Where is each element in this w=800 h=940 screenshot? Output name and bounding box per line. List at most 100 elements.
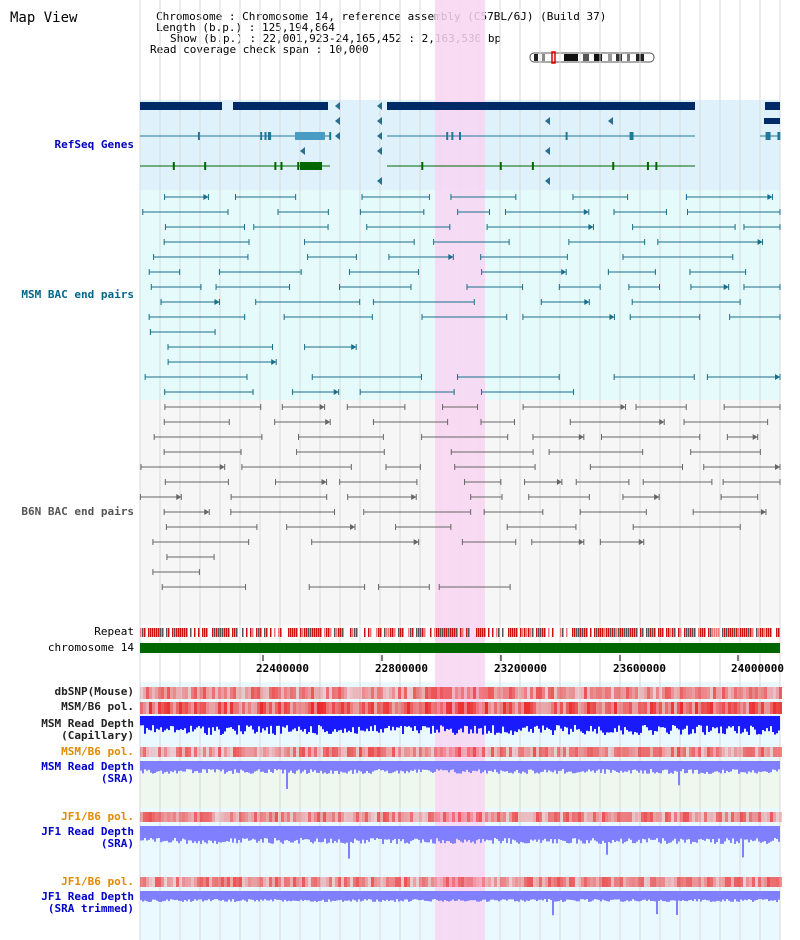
depth-bar bbox=[676, 761, 678, 772]
depth-bar bbox=[508, 716, 510, 734]
depth-bar bbox=[558, 891, 560, 902]
depth-bar bbox=[688, 761, 690, 770]
chromosome-bar[interactable] bbox=[140, 643, 780, 653]
pol-cell bbox=[470, 812, 473, 822]
repeat-mark bbox=[560, 628, 562, 637]
pol-cell bbox=[617, 747, 620, 757]
pol-cell bbox=[467, 812, 470, 822]
pol-cell bbox=[350, 812, 353, 822]
depth-bar bbox=[348, 716, 350, 731]
depth-bar bbox=[162, 761, 164, 774]
depth-bar bbox=[442, 891, 444, 902]
repeat-mark bbox=[616, 628, 618, 637]
depth-bar bbox=[206, 826, 208, 844]
depth-bar bbox=[590, 826, 592, 841]
pol-cell bbox=[746, 702, 749, 714]
depth-bar bbox=[608, 761, 610, 770]
depth-bar bbox=[282, 716, 284, 727]
depth-bar bbox=[556, 826, 558, 844]
repeat-mark bbox=[652, 628, 654, 637]
depth-bar bbox=[472, 761, 474, 771]
depth-bar bbox=[560, 761, 562, 771]
depth-bar bbox=[278, 761, 280, 770]
depth-bar bbox=[322, 891, 324, 900]
depth-bar bbox=[350, 761, 352, 771]
repeat-mark bbox=[542, 628, 544, 637]
depth-bar bbox=[742, 716, 744, 733]
depth-bar bbox=[362, 891, 364, 901]
depth-bar bbox=[714, 891, 716, 902]
depth-bar bbox=[720, 891, 722, 902]
repeat-mark bbox=[270, 628, 272, 637]
pol-cell bbox=[335, 877, 338, 887]
pol-cell bbox=[557, 687, 560, 699]
chromosome-ideogram[interactable] bbox=[528, 51, 658, 65]
depth-bar bbox=[526, 891, 528, 901]
pol-cell bbox=[287, 702, 290, 714]
depth-bar bbox=[716, 891, 718, 901]
ideogram-position-marker[interactable] bbox=[551, 51, 556, 64]
track-label-msm-b6-pol-1: MSM/B6 pol. bbox=[61, 700, 134, 713]
pol-cell bbox=[308, 702, 311, 714]
depth-bar bbox=[202, 891, 204, 902]
pol-cell bbox=[266, 747, 269, 757]
depth-bar bbox=[706, 891, 708, 901]
depth-bar bbox=[156, 891, 158, 901]
depth-bar bbox=[222, 761, 224, 770]
pol-cell bbox=[614, 747, 617, 757]
depth-bar bbox=[238, 826, 240, 841]
gene-block[interactable] bbox=[765, 102, 780, 110]
pol-cell bbox=[161, 877, 164, 887]
depth-bar bbox=[438, 716, 440, 733]
track-label-msm-bac[interactable]: MSM BAC end pairs bbox=[21, 288, 134, 301]
gene-block[interactable] bbox=[387, 102, 695, 110]
depth-bar bbox=[688, 716, 690, 735]
repeat-mark bbox=[466, 628, 468, 637]
track-label-refseq[interactable]: RefSeq Genes bbox=[54, 138, 134, 151]
pol-cell bbox=[638, 702, 641, 714]
depth-bar bbox=[352, 761, 354, 774]
pol-cell bbox=[305, 702, 308, 714]
depth-bar bbox=[232, 716, 234, 730]
depth-bar bbox=[398, 761, 400, 774]
pol-cell bbox=[734, 687, 737, 699]
pol-cell bbox=[653, 702, 656, 714]
depth-bar bbox=[518, 891, 520, 902]
highlight-region[interactable] bbox=[435, 0, 485, 940]
depth-bar bbox=[370, 716, 372, 727]
depth-bar bbox=[394, 761, 396, 772]
depth-bar bbox=[164, 761, 166, 773]
pol-cell bbox=[209, 812, 212, 822]
gene-block[interactable] bbox=[140, 102, 222, 110]
depth-bar bbox=[720, 761, 722, 774]
gene-block[interactable] bbox=[233, 102, 328, 110]
depth-bar bbox=[732, 826, 734, 839]
pol-cell bbox=[569, 877, 572, 887]
pol-cell bbox=[302, 812, 305, 822]
depth-bar bbox=[466, 891, 468, 902]
pol-cell bbox=[731, 687, 734, 699]
depth-bar bbox=[192, 716, 194, 732]
track-label-b6n-bac[interactable]: B6N BAC end pairs bbox=[21, 505, 134, 518]
depth-bar bbox=[416, 716, 418, 731]
depth-bar bbox=[236, 716, 238, 735]
pol-cell bbox=[650, 877, 653, 887]
pol-cell bbox=[551, 877, 554, 887]
pol-cell bbox=[350, 747, 353, 757]
depth-bar bbox=[472, 826, 474, 842]
depth-bar bbox=[196, 826, 198, 844]
pol-cell bbox=[329, 747, 332, 757]
pol-cell bbox=[587, 687, 590, 699]
pol-cell bbox=[752, 747, 755, 757]
pol-cell bbox=[716, 702, 719, 714]
depth-bar bbox=[716, 826, 718, 843]
depth-bar bbox=[142, 891, 144, 902]
depth-bar bbox=[708, 891, 710, 901]
depth-bar bbox=[522, 761, 524, 772]
pol-cell bbox=[545, 747, 548, 757]
depth-bar bbox=[234, 761, 236, 770]
pol-cell bbox=[182, 747, 185, 757]
depth-bar bbox=[294, 826, 296, 841]
pol-cell bbox=[404, 687, 407, 699]
depth-bar bbox=[322, 761, 324, 774]
